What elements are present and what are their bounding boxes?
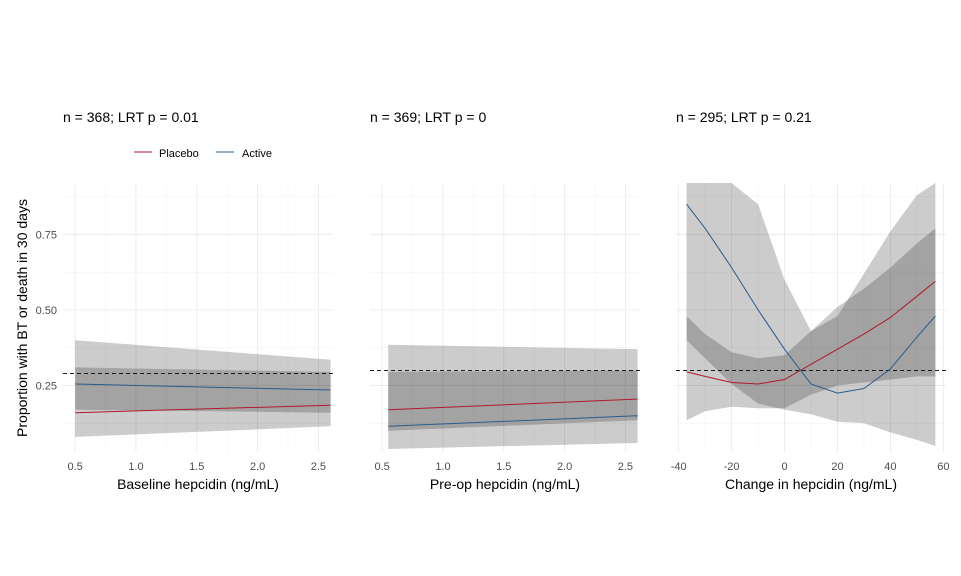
panel-title-preop: n = 369; LRT p = 0 [370,109,486,125]
y-tick-label: 0.50 [36,305,57,317]
x-tick-label: 2.5 [618,461,633,473]
ci-ribbon-active [388,344,638,449]
x-tick-label: 0.5 [375,461,390,473]
legend-label-active: Active [242,148,272,160]
x-tick-label: 20 [831,461,843,473]
series-line-active [75,383,331,391]
series-line-active [388,415,638,427]
ci-ribbon-placebo [686,228,936,421]
x-axis-title-change: Change in hepcidin (ng/mL) [725,476,897,492]
grid [370,183,640,452]
x-tick-label: 2.0 [250,461,265,473]
x-tick-label: -20 [724,461,740,473]
series-line-placebo [388,398,638,411]
grid [63,183,333,452]
ci-ribbon-placebo [75,367,331,437]
y-tick-label: 0.25 [36,381,57,393]
panel-preop-hepcidin: 0.5 1.0 1.5 2.0 2.5 [370,183,640,473]
x-tick-label: 2.5 [311,461,326,473]
x-tick-label: 40 [884,461,896,473]
x-tick-label: 0.5 [68,461,83,473]
x-tick-label: 1.0 [128,461,143,473]
x-tick-label: 1.5 [189,461,204,473]
x-tick-label: 2.0 [557,461,572,473]
ci-ribbon-placebo [388,370,638,431]
panel-change-hepcidin: -40 -20 0 20 40 60 [671,183,949,473]
panel-title-baseline: n = 368; LRT p = 0.01 [63,109,199,125]
ci-ribbon-active [686,183,936,446]
x-tick-label: 1.0 [435,461,450,473]
x-tick-label: 60 [937,461,949,473]
legend: Placebo Active [134,148,272,160]
series-line-active [686,203,936,394]
panel-title-change: n = 295; LRT p = 0.21 [676,109,812,125]
x-tick-label: 0 [781,461,787,473]
y-tick-label: 0.75 [36,229,57,241]
ci-ribbon-active [75,340,331,413]
x-axis-title-baseline: Baseline hepcidin (ng/mL) [117,476,279,492]
y-axis-title: Proportion with BT or death in 30 days [14,199,30,437]
x-tick-label: -40 [671,461,687,473]
x-tick-label: 1.5 [496,461,511,473]
legend-label-placebo: Placebo [159,148,199,160]
series-line-placebo [686,280,936,385]
panel-baseline-hepcidin: 0.5 1.0 1.5 2.0 2.5 0.25 0.50 0.75 [36,183,333,473]
series-line-placebo [75,404,331,414]
x-axis-title-preop: Pre-op hepcidin (ng/mL) [430,476,580,492]
